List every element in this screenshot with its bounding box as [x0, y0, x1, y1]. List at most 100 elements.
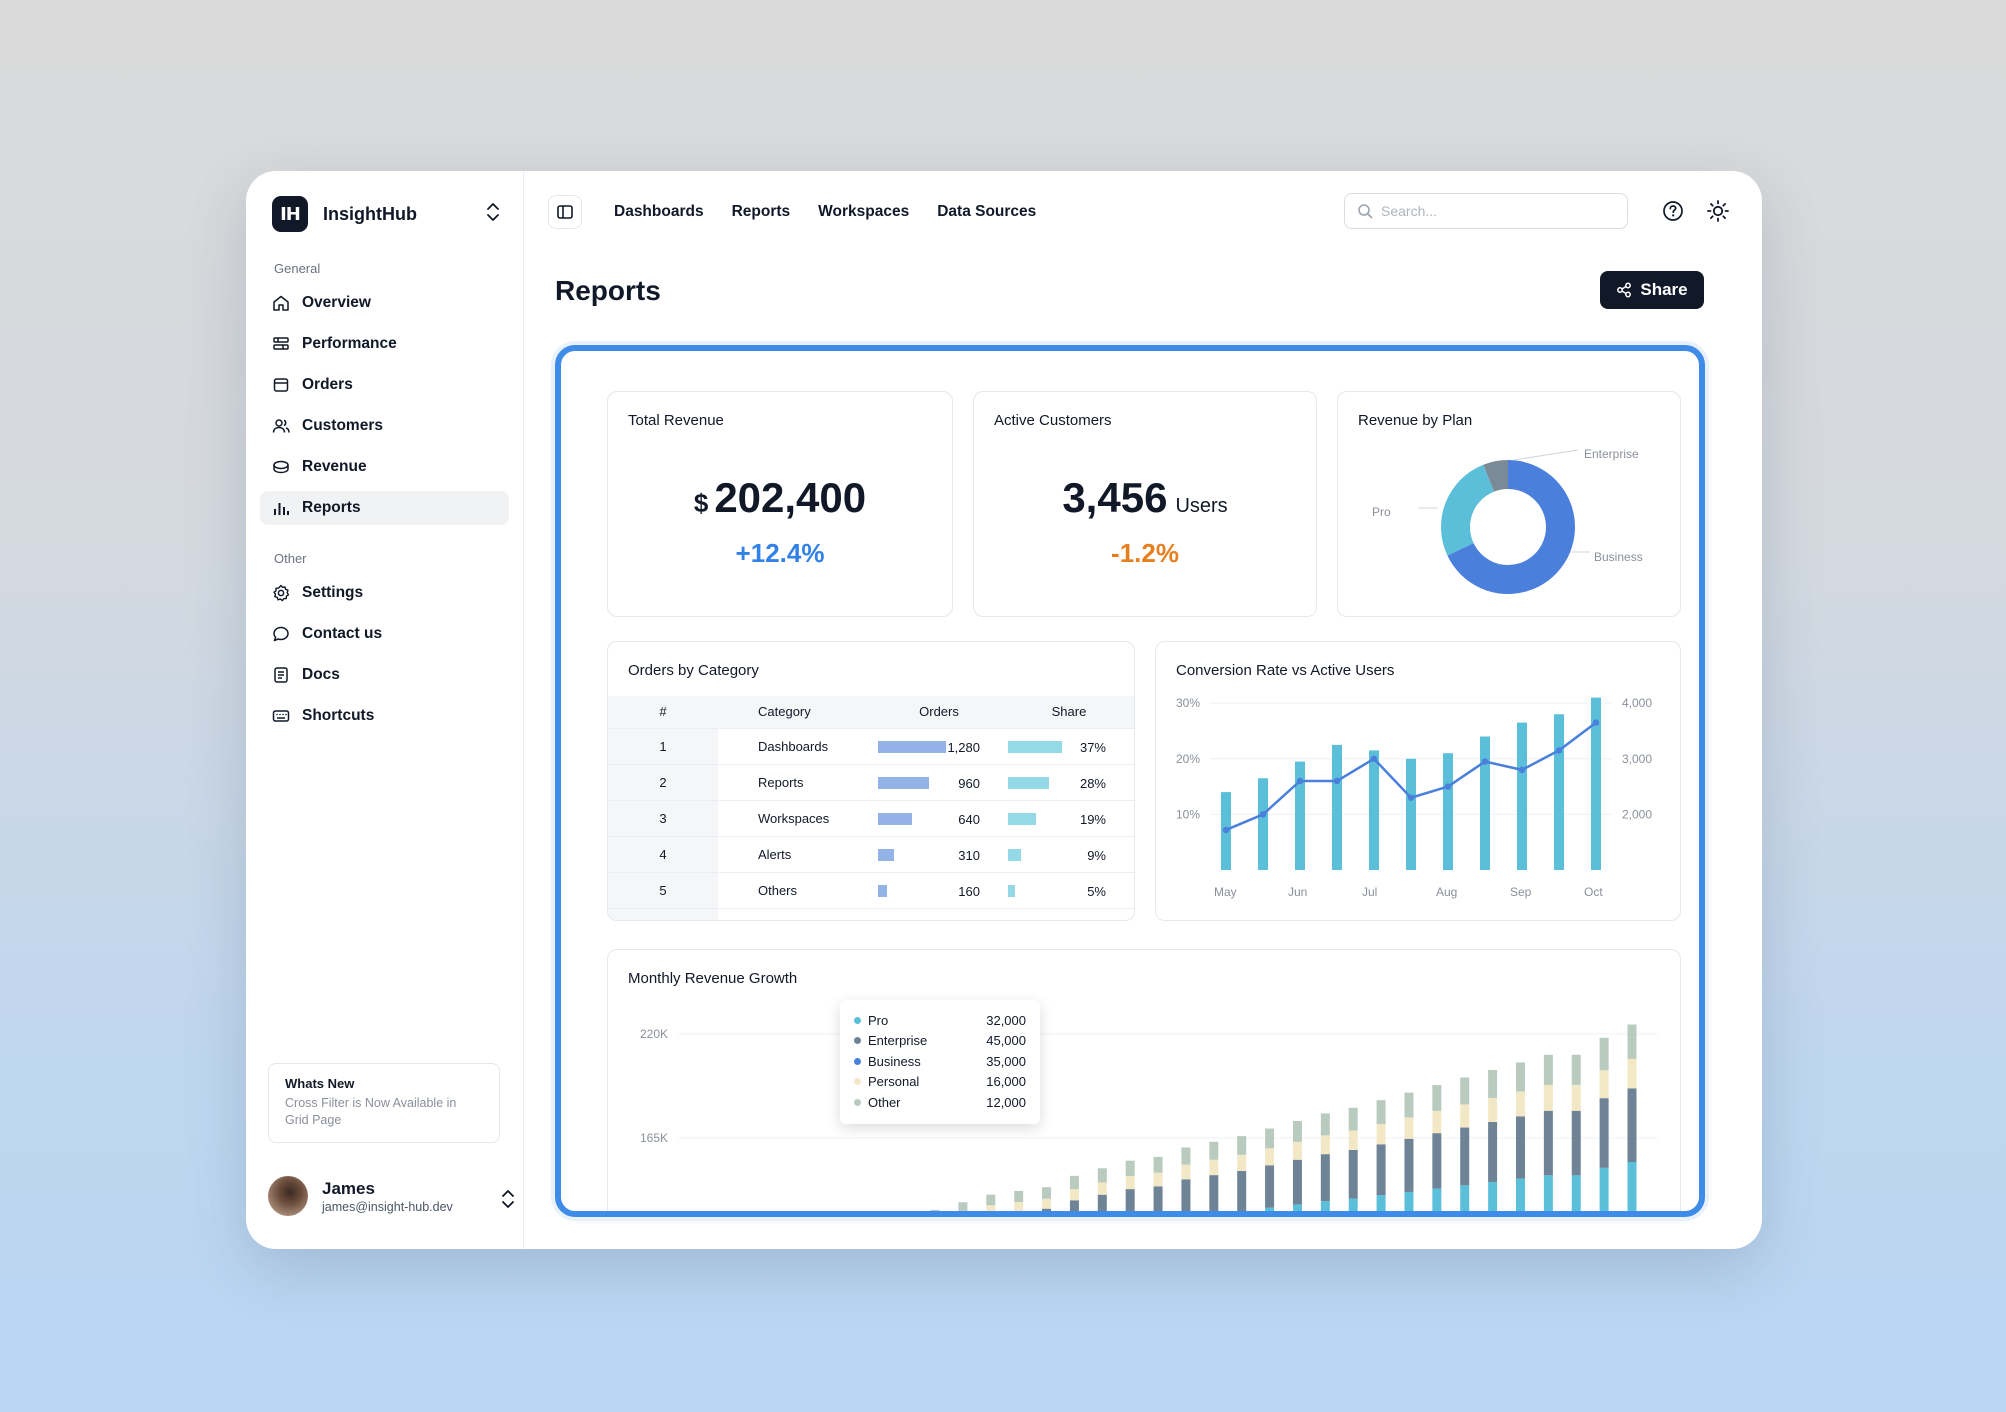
bar-segment-enterprise[interactable] — [1265, 1165, 1275, 1208]
bar[interactable] — [1443, 753, 1453, 870]
bar-segment-other[interactable] — [1097, 1168, 1107, 1183]
bar-segment-pro[interactable] — [1627, 1162, 1637, 1217]
bar-segment-pro[interactable] — [1265, 1207, 1275, 1217]
bar-segment-personal[interactable] — [1125, 1175, 1135, 1190]
bar-segment-enterprise[interactable] — [1488, 1121, 1498, 1182]
bar-segment-pro[interactable] — [1181, 1216, 1190, 1217]
bar[interactable] — [1406, 758, 1416, 870]
bar-segment-personal[interactable] — [1292, 1141, 1302, 1160]
line-point[interactable] — [1333, 777, 1341, 785]
line-point[interactable] — [1518, 766, 1526, 774]
search-box[interactable] — [1344, 193, 1628, 229]
bar-segment-personal[interactable] — [1543, 1084, 1553, 1111]
bar-segment-enterprise[interactable] — [1376, 1144, 1386, 1196]
line-point[interactable] — [1555, 747, 1563, 754]
sidebar-item-contact-us[interactable]: Contact us — [260, 617, 509, 651]
bar-segment-pro[interactable] — [1460, 1185, 1470, 1217]
brand[interactable]: IH InsightHub — [260, 193, 509, 235]
bar-segment-enterprise[interactable] — [1627, 1088, 1637, 1162]
bar-segment-other[interactable] — [1404, 1092, 1414, 1118]
bar-segment-pro[interactable] — [1432, 1188, 1442, 1217]
bar-segment-pro[interactable] — [1571, 1175, 1581, 1217]
bar-segment-other[interactable] — [1627, 1024, 1637, 1059]
line-point[interactable] — [1444, 783, 1452, 790]
line-point[interactable] — [1222, 826, 1230, 834]
card-total-revenue[interactable]: Total Revenue $202,400 +12.4% — [607, 391, 953, 617]
bar-segment-personal[interactable] — [1488, 1097, 1498, 1122]
sun-icon[interactable] — [1706, 199, 1730, 223]
pie-slice-business[interactable] — [1447, 460, 1575, 594]
bar-segment-personal[interactable] — [1069, 1189, 1079, 1201]
bar-segment-personal[interactable] — [1097, 1182, 1107, 1195]
bar-segment-other[interactable] — [1237, 1136, 1247, 1155]
table-row[interactable]: 3 Workspaces 640 19% — [608, 799, 1134, 836]
topnav-dashboards[interactable]: Dashboards — [614, 203, 704, 220]
bar-segment-other[interactable] — [1265, 1128, 1275, 1149]
bar-segment-enterprise[interactable] — [1460, 1127, 1470, 1186]
bar-segment-personal[interactable] — [1320, 1135, 1330, 1155]
bar-segment-pro[interactable] — [1404, 1191, 1414, 1217]
bar[interactable] — [1258, 778, 1268, 870]
bar-segment-other[interactable] — [1348, 1107, 1358, 1131]
sidebar-item-reports[interactable]: Reports — [260, 491, 509, 525]
bar-segment-enterprise[interactable] — [1292, 1159, 1302, 1205]
bar-segment-personal[interactable] — [1599, 1070, 1609, 1099]
bar-segment-other[interactable] — [1543, 1054, 1553, 1085]
bar-segment-other[interactable] — [1209, 1141, 1219, 1160]
bar-segment-other[interactable] — [1320, 1113, 1330, 1136]
sidebar-item-revenue[interactable]: Revenue — [260, 450, 509, 484]
bar-segment-other[interactable] — [1042, 1187, 1052, 1199]
sidebar-item-shortcuts[interactable]: Shortcuts — [260, 699, 509, 733]
bar-segment-other[interactable] — [1376, 1100, 1386, 1124]
sidebar-item-orders[interactable]: Orders — [260, 368, 509, 402]
card-active-customers[interactable]: Active Customers 3,456 Users -1.2% — [973, 391, 1317, 617]
bar-segment-personal[interactable] — [1237, 1154, 1247, 1171]
bar-segment-pro[interactable] — [1488, 1181, 1498, 1217]
bar-segment-other[interactable] — [1292, 1120, 1302, 1142]
table-row[interactable]: 5 Others 160 5% — [608, 871, 1134, 908]
bar[interactable] — [1591, 697, 1601, 870]
bar-segment-personal[interactable] — [1014, 1202, 1024, 1211]
bar[interactable] — [1480, 736, 1490, 871]
bar-segment-enterprise[interactable] — [1348, 1149, 1358, 1199]
pie-slice-pro[interactable] — [1441, 464, 1495, 556]
bar[interactable] — [1332, 744, 1342, 870]
bar-segment-enterprise[interactable] — [1599, 1098, 1609, 1168]
pie-slice-enterprise[interactable] — [1483, 460, 1508, 492]
bar-segment-enterprise[interactable] — [1543, 1110, 1553, 1176]
bar-segment-personal[interactable] — [1376, 1123, 1386, 1145]
bar-segment-enterprise[interactable] — [1014, 1211, 1023, 1217]
line-point[interactable] — [1370, 755, 1378, 762]
bar-segment-personal[interactable] — [1460, 1104, 1470, 1128]
bar-segment-other[interactable] — [903, 1214, 912, 1217]
bar-segment-pro[interactable] — [1292, 1204, 1302, 1217]
bar-segment-other[interactable] — [930, 1209, 940, 1217]
bar-segment-enterprise[interactable] — [1515, 1116, 1525, 1179]
line-point[interactable] — [1259, 811, 1267, 818]
bar-segment-personal[interactable] — [986, 1205, 996, 1214]
line-point[interactable] — [1296, 777, 1304, 785]
bar-segment-other[interactable] — [1571, 1054, 1581, 1085]
bar-segment-personal[interactable] — [1404, 1117, 1414, 1139]
bar-segment-other[interactable] — [986, 1194, 996, 1206]
bar-segment-other[interactable] — [1432, 1085, 1442, 1111]
bar-segment-pro[interactable] — [1543, 1175, 1553, 1217]
bar-segment-enterprise[interactable] — [1181, 1179, 1191, 1216]
column-header[interactable]: # — [608, 696, 718, 728]
line-point[interactable] — [1592, 719, 1600, 726]
bar-segment-personal[interactable] — [1627, 1058, 1637, 1089]
bar-segment-other[interactable] — [1014, 1190, 1024, 1203]
bar-segment-enterprise[interactable] — [986, 1214, 995, 1217]
bar-segment-personal[interactable] — [1209, 1159, 1219, 1176]
sidebar-item-customers[interactable]: Customers — [260, 409, 509, 443]
share-button[interactable]: Share — [1600, 271, 1704, 309]
bar-segment-enterprise[interactable] — [1320, 1154, 1330, 1202]
bar-segment-enterprise[interactable] — [1153, 1186, 1163, 1217]
table-row[interactable]: 4 Alerts 310 9% — [608, 835, 1134, 872]
bar-segment-personal[interactable] — [1181, 1164, 1191, 1180]
bar-segment-enterprise[interactable] — [1069, 1200, 1079, 1217]
column-header[interactable]: Orders — [874, 696, 1004, 728]
bar-segment-personal[interactable] — [1571, 1084, 1581, 1111]
bar-segment-pro[interactable] — [1209, 1214, 1218, 1217]
card-revenue-by-plan[interactable]: Revenue by Plan Enterprise Pro Business — [1337, 391, 1681, 617]
